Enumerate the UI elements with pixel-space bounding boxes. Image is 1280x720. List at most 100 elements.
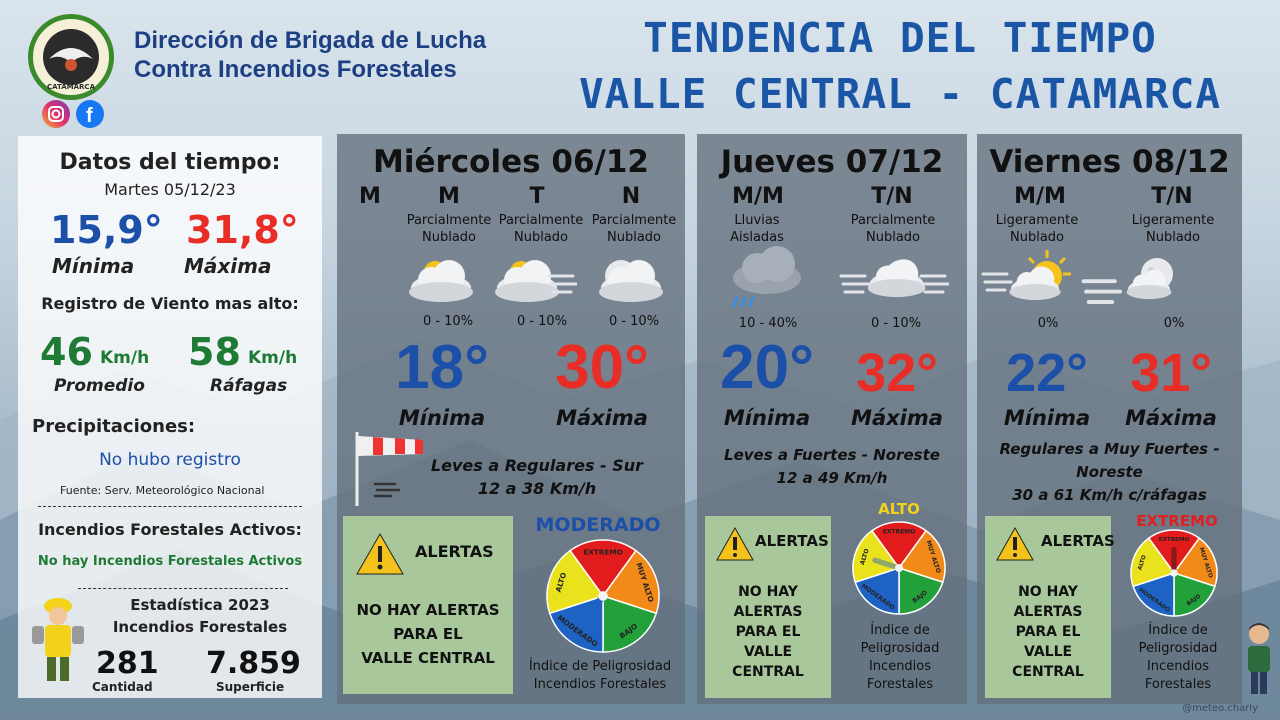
wind-gust-value: 58 (188, 330, 241, 374)
current-min-temp: 15,9° (50, 208, 163, 252)
rain-probability: 0 - 10% (870, 316, 922, 331)
alerts-box: ALERTAS NO HAY ALERTAS PARA EL VALLE CENTR… (343, 516, 513, 694)
rain-probability: 0 - 10% (516, 314, 568, 329)
fire-danger-level: ALTO (878, 500, 920, 518)
forecast-max-temp: 30° (555, 333, 649, 402)
period-condition: Ligeramente Nublado (1131, 213, 1215, 245)
forecast-day-title: Miércoles 06/12 (373, 144, 649, 180)
period-condition: Parcialmente Nublado (850, 213, 936, 245)
windy-night-cloud-icon (1081, 258, 1173, 304)
windsock-icon (355, 432, 423, 506)
rain-probability: 0 - 10% (422, 314, 474, 329)
warning-icon (356, 532, 404, 575)
gauge-needle (581, 592, 607, 625)
wind-average-unit: Km/h (100, 348, 150, 368)
rain-probability: 10 - 40% (738, 316, 798, 331)
organization-line-2: Contra Incendios Forestales (134, 56, 457, 83)
partly-cloudy-windy-icon (495, 260, 577, 302)
wind-average-value: 46 (40, 330, 93, 374)
period-label: T (529, 184, 545, 209)
warning-icon (716, 526, 754, 561)
gauge-segment-bajo (898, 566, 944, 615)
forecast-day-title: Viernes 08/12 (989, 144, 1230, 180)
eagle-emblem-icon (43, 29, 99, 85)
gauge-label-alto: ALTO (859, 548, 871, 566)
weather-data-heading: Datos del tiempo: (59, 150, 281, 175)
gauge-hub (598, 591, 608, 601)
fire-danger-caption: Índice de Peligrosidad Incendios Forestal… (528, 659, 672, 692)
facebook-icon[interactable]: f (76, 100, 104, 128)
divider (38, 506, 302, 507)
gauge-segment-bajo (1173, 571, 1216, 617)
gauge-segment-alto (852, 529, 901, 584)
forecast-min-temp: 18° (395, 333, 489, 402)
forecast-max-label: Máxima (851, 406, 943, 430)
instagram-icon[interactable] (42, 100, 70, 128)
warning-icon (996, 526, 1034, 561)
precipitation-value: No hubo registro (99, 450, 241, 470)
gauge-segment-extremo (870, 521, 928, 570)
gauge-segment-muy-alto (897, 529, 946, 584)
period-label: M/M (732, 184, 784, 209)
gauge-needle (872, 557, 902, 571)
period-condition: Lluvias Aisladas (730, 213, 784, 245)
organization-line-1: Dirección de Brigada de Lucha (134, 27, 487, 54)
fire-danger-caption: Índice de Peligrosidad Incendios Forestales (1138, 623, 1218, 692)
alerts-text: NO HAY ALERTAS PARA EL VALLE CENTRAL (1012, 584, 1084, 680)
alerts-box: ALERTAS NO HAY ALERTAS PARA EL VALLE CENTRAL (705, 516, 831, 698)
rain-cloud-icon (731, 246, 801, 308)
alerts-label: ALERTAS (415, 542, 494, 561)
wind-record-heading: Registro de Viento mas alto: (41, 294, 299, 313)
divider (78, 588, 288, 589)
alerts-label: ALERTAS (755, 532, 829, 550)
period-condition: Ligeramente Nublado (995, 213, 1079, 245)
rain-probability: 0% (1163, 316, 1185, 331)
current-max-label: Máxima (184, 254, 272, 278)
page-title-line-2: VALLE CENTRAL - CATAMARCA (578, 70, 1222, 118)
current-max-temp: 31,8° (186, 208, 299, 252)
active-fires-value: No hay Incendios Forestales Activos (37, 554, 303, 569)
gauge-segment-alto (546, 549, 605, 615)
gauge-label-extremo: EXTREMO (583, 547, 622, 556)
stats-burned-area: 7.859 (206, 646, 301, 681)
fire-danger-caption: Índice de Peligrosidad Incendios Forestales (860, 623, 940, 692)
forecast-min-label: Mínima (1003, 406, 1091, 430)
period-label: T/N (1151, 184, 1193, 209)
data-source: Fuente: Serv. Meteorológico Nacional (60, 484, 265, 497)
page-title-line-1: TENDENCIA DEL TIEMPO (643, 14, 1157, 62)
period-condition: Parcialmente Nublado (406, 213, 492, 245)
gauge-label-extremo: EXTREMO (883, 529, 916, 536)
gauge-segment-alto (1130, 537, 1176, 588)
gauge-label-extremo: EXTREMO (1159, 537, 1190, 543)
windy-night-cloud-icon (839, 259, 949, 297)
wind-average-label: Promedio (54, 376, 145, 396)
gauge-segment-extremo (569, 539, 637, 598)
forecast-panel-day-1: Miércoles 06/12 M M T N Parcialmente Nubl… (337, 134, 685, 704)
period-label: M (359, 184, 381, 209)
period-label: T/N (871, 184, 913, 209)
period-condition: Parcialmente Nublado (591, 213, 677, 245)
active-fires-heading: Incendios Forestales Activos: (38, 520, 302, 539)
meteorologist-avatar-icon (1248, 623, 1270, 694)
period-label: N (621, 184, 641, 209)
forecast-min-label: Mínima (398, 406, 486, 430)
stats-count-label: Cantidad (92, 680, 153, 694)
logo-bottom-text: CATAMARCA (47, 83, 95, 91)
gauge-segment-muy-alto (601, 549, 660, 615)
gauge-hub (895, 564, 903, 572)
svg-text:f: f (86, 105, 93, 127)
gauge-segment-bajo (602, 594, 658, 653)
firefighter-mascot-icon (28, 592, 88, 692)
gauge-hub (1170, 569, 1178, 577)
windy-sun-cloud-icon (981, 250, 1071, 300)
period-label: M (438, 184, 460, 209)
fire-danger-level: EXTREMO (1136, 512, 1218, 530)
author-handle: @meteo.charly (1182, 703, 1258, 714)
current-weather-panel: Datos del tiempo: Martes 05/12/23 15,9° … (18, 136, 322, 698)
period-label: M/M (1014, 184, 1066, 209)
partly-cloudy-day-icon (409, 260, 473, 302)
period-condition: Parcialmente Nublado (498, 213, 584, 245)
forecast-max-temp: 32° (856, 343, 938, 403)
